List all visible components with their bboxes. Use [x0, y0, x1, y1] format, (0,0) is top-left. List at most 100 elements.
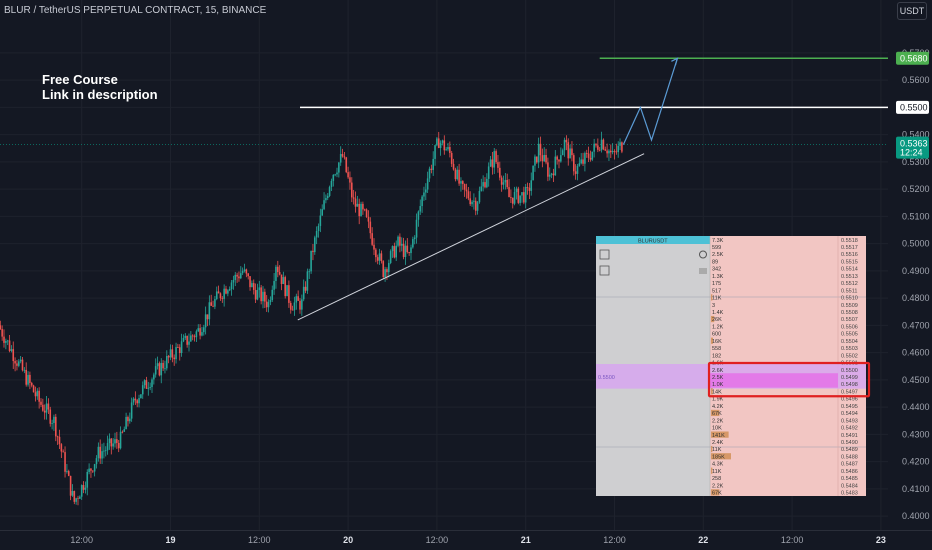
candle-body	[49, 409, 52, 424]
candle-body	[454, 169, 457, 180]
candle-body	[45, 403, 48, 413]
candle-body	[112, 443, 114, 447]
candle-body	[465, 189, 468, 192]
ob-price: 0.5518	[841, 238, 858, 244]
candle-body	[373, 244, 375, 250]
candle-body	[524, 186, 527, 203]
candle-body	[343, 156, 346, 158]
candle-body	[262, 291, 264, 302]
candle-body	[534, 156, 536, 166]
candle-body	[447, 147, 449, 150]
candle-body	[445, 149, 447, 151]
y-tick-label: 0.5100	[902, 211, 930, 221]
candle-body	[291, 309, 294, 311]
candle-body	[84, 487, 87, 490]
candle-body	[55, 416, 57, 437]
resistance-price-label-bg	[896, 100, 929, 114]
candle-body	[417, 211, 420, 220]
ob-price: 0.5498	[841, 382, 858, 388]
candle-body	[284, 277, 286, 297]
candle-body	[484, 182, 486, 188]
candle-body	[478, 190, 481, 203]
ob-price: 0.5503	[841, 346, 858, 352]
candle-body	[582, 159, 584, 164]
candle-body	[325, 198, 327, 201]
candle-body	[386, 269, 388, 273]
candle-body	[552, 173, 555, 176]
candle-body	[175, 347, 177, 360]
collapse-icon[interactable]	[699, 268, 707, 274]
candle-body	[578, 163, 581, 166]
support-trendline[interactable]	[297, 153, 645, 321]
promo-line-2: Link in description	[42, 87, 158, 102]
x-tick-label: 12:00	[426, 535, 449, 545]
candle-body	[602, 139, 605, 150]
ob-size: 2.2K	[712, 483, 724, 489]
candle-body	[584, 153, 586, 164]
ob-price: 0.5509	[841, 303, 858, 309]
candle-body	[452, 163, 455, 170]
chart-settings-icon[interactable]	[599, 249, 610, 260]
candle-body	[182, 337, 185, 342]
candle-body	[299, 300, 301, 310]
candle-body	[30, 382, 33, 386]
candle-body	[92, 470, 94, 472]
gear-icon[interactable]	[699, 250, 707, 259]
candle-body	[278, 272, 281, 275]
ob-price: 0.5493	[841, 418, 858, 424]
ob-price: 0.5502	[841, 353, 858, 359]
candle-body	[389, 251, 392, 263]
candle-body	[256, 290, 259, 300]
candle-body	[556, 156, 558, 160]
candle-body	[560, 155, 562, 162]
candle-body	[306, 271, 309, 291]
candle-body	[227, 290, 229, 294]
candle-body	[62, 451, 64, 453]
projection-path[interactable]	[622, 58, 678, 145]
candle-body	[462, 181, 464, 185]
candle-body	[79, 496, 81, 499]
ob-size: 26K	[712, 317, 722, 323]
candle-body	[193, 336, 196, 338]
candle-body	[249, 276, 251, 288]
candle-body	[71, 491, 74, 496]
candle-body	[610, 150, 612, 153]
candle-body	[138, 398, 140, 404]
candle-body	[201, 332, 203, 336]
drawings[interactable]	[297, 57, 888, 321]
ob-price: 0.5515	[841, 259, 858, 265]
candle-body	[236, 274, 238, 277]
candle-body	[162, 362, 164, 369]
candle-body	[173, 357, 175, 360]
x-tick-label: 12:00	[781, 535, 804, 545]
ob-price: 0.5487	[841, 462, 858, 468]
candle-body	[14, 361, 16, 364]
grid-icon[interactable]	[599, 265, 610, 276]
candle-body	[21, 359, 24, 371]
candle-body	[267, 302, 270, 308]
ob-size: 1.9K	[712, 397, 724, 403]
y-tick-label: 0.5000	[902, 239, 930, 249]
candle-body	[177, 347, 179, 348]
candle-body	[541, 155, 544, 162]
candle-body	[573, 155, 575, 172]
candle-body	[228, 289, 231, 291]
candle-body	[608, 150, 610, 154]
promo-line-1: Free Course	[42, 72, 118, 87]
candle-body	[103, 450, 105, 452]
candle-body	[77, 498, 79, 500]
ob-price: 0.5508	[841, 310, 858, 316]
candle-body	[593, 143, 595, 152]
candle-body	[186, 335, 188, 345]
candle-body	[515, 188, 518, 193]
candle-body	[156, 363, 159, 367]
price-axis-bg	[888, 0, 932, 550]
candle-body	[40, 401, 42, 405]
candle-body	[487, 166, 490, 179]
currency-button[interactable]: USDT	[897, 2, 927, 20]
candle-body	[349, 177, 351, 183]
candle-body	[16, 363, 18, 366]
candle-body	[265, 301, 268, 308]
candle-body	[123, 429, 126, 432]
